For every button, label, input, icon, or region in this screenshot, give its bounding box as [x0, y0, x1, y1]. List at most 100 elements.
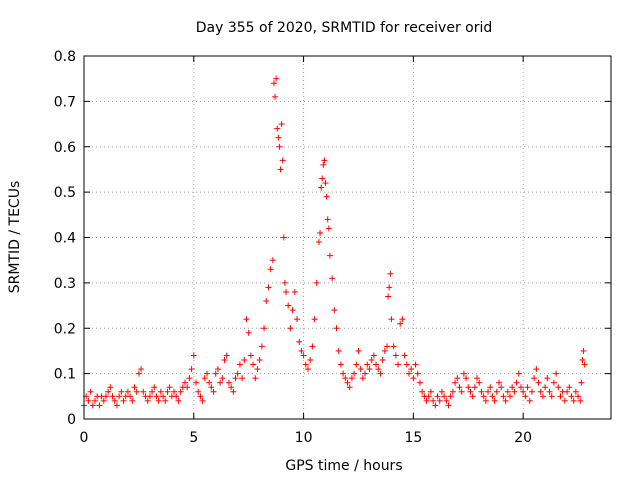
data-point: [85, 397, 92, 404]
data-point: [277, 166, 284, 173]
data-point: [100, 397, 107, 404]
data-point: [395, 361, 402, 368]
data-point: [579, 357, 586, 364]
x-tick-label: 5: [189, 430, 198, 446]
data-point: [480, 393, 487, 400]
data-point: [285, 302, 292, 309]
data-point: [355, 347, 362, 354]
data-point: [127, 393, 134, 400]
data-point: [190, 352, 197, 359]
data-point: [344, 379, 351, 386]
x-tick-label: 10: [295, 430, 313, 446]
data-point: [342, 375, 349, 382]
y-tick-label: 0.7: [54, 94, 76, 110]
x-tick-label: 15: [404, 430, 422, 446]
data-point: [458, 388, 465, 395]
data-point: [452, 379, 459, 386]
data-point: [129, 397, 136, 404]
data-point: [279, 157, 286, 164]
data-point: [278, 121, 285, 128]
data-point: [208, 384, 215, 391]
data-point: [364, 361, 371, 368]
data-point: [173, 393, 180, 400]
data-point: [223, 352, 230, 359]
data-point: [515, 370, 522, 377]
data-point: [434, 393, 441, 400]
data-point: [390, 343, 397, 350]
data-point: [320, 161, 327, 168]
data-point: [188, 366, 195, 373]
data-point: [517, 384, 524, 391]
data-point: [166, 384, 173, 391]
data-point: [568, 393, 575, 400]
data-point: [445, 402, 452, 409]
data-point: [323, 193, 330, 200]
y-tick-label: 0.1: [54, 367, 76, 383]
data-point: [561, 397, 568, 404]
y-axis-label: SRMTID / TECUs: [7, 181, 23, 294]
data-point: [296, 338, 303, 345]
data-point: [375, 366, 382, 373]
data-point: [385, 293, 392, 300]
data-point: [436, 397, 443, 404]
data-point: [454, 375, 461, 382]
data-point: [513, 379, 520, 386]
data-point: [572, 388, 579, 395]
data-point: [578, 379, 585, 386]
data-point: [447, 393, 454, 400]
data-point: [151, 384, 158, 391]
data-point: [157, 388, 164, 395]
data-point: [377, 370, 384, 377]
data-point: [535, 379, 542, 386]
data-point: [331, 307, 338, 314]
data-point: [366, 366, 373, 373]
data-point: [267, 266, 274, 273]
data-point: [225, 379, 232, 386]
data-point: [192, 379, 199, 386]
data-point: [261, 325, 268, 332]
data-point: [210, 388, 217, 395]
data-point: [140, 388, 147, 395]
data-point: [138, 366, 145, 373]
data-point: [335, 347, 342, 354]
data-point: [373, 361, 380, 368]
data-point: [542, 384, 549, 391]
data-point: [449, 388, 456, 395]
data-point: [500, 393, 507, 400]
data-point: [467, 388, 474, 395]
data-point: [476, 379, 483, 386]
data-point: [175, 397, 182, 404]
data-point: [270, 80, 277, 87]
data-point: [203, 370, 210, 377]
data-point: [566, 384, 573, 391]
data-point: [416, 379, 423, 386]
grid-lines: [84, 56, 611, 419]
data-point: [401, 352, 408, 359]
data-point: [570, 397, 577, 404]
data-point: [359, 375, 366, 382]
y-tick-label: 0: [67, 412, 76, 428]
data-point: [149, 388, 156, 395]
data-point: [368, 357, 375, 364]
data-point: [506, 393, 513, 400]
data-point: [403, 361, 410, 368]
data-point: [557, 393, 564, 400]
data-point: [379, 357, 386, 364]
data-point: [116, 393, 123, 400]
data-point: [526, 397, 533, 404]
data-point: [432, 402, 439, 409]
data-point: [298, 347, 305, 354]
data-point: [281, 279, 288, 286]
data-point: [564, 388, 571, 395]
data-point: [478, 388, 485, 395]
data-point: [272, 93, 279, 100]
data-point: [329, 275, 336, 282]
data-point: [155, 397, 162, 404]
x-tick-label: 0: [80, 430, 89, 446]
data-point: [325, 225, 332, 232]
data-point: [171, 388, 178, 395]
data-point: [247, 352, 254, 359]
data-point: [482, 397, 489, 404]
data-point: [201, 375, 208, 382]
data-point: [265, 284, 272, 291]
